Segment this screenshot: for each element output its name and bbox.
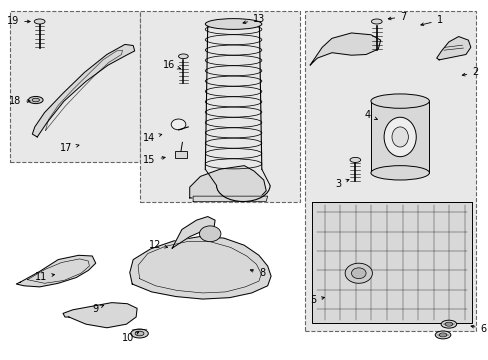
Ellipse shape [178,54,188,59]
Ellipse shape [32,98,40,102]
Text: 1: 1 [420,15,442,26]
Polygon shape [129,237,270,299]
Polygon shape [16,255,96,287]
Text: 12: 12 [149,239,167,249]
Circle shape [351,268,366,279]
Ellipse shape [391,127,407,147]
Polygon shape [189,166,265,199]
Text: 17: 17 [61,143,79,153]
Text: 10: 10 [122,332,139,343]
Bar [305,12,475,330]
Polygon shape [32,44,134,137]
Bar [139,12,300,202]
Circle shape [171,119,185,130]
Ellipse shape [370,166,428,180]
Polygon shape [193,196,267,202]
Ellipse shape [205,19,261,30]
Ellipse shape [438,333,446,337]
Circle shape [199,226,221,242]
Text: 5: 5 [309,295,324,305]
Polygon shape [309,33,380,65]
Polygon shape [172,217,215,248]
Ellipse shape [28,96,43,104]
Ellipse shape [371,19,381,24]
Ellipse shape [383,117,415,157]
Text: 13: 13 [243,14,265,24]
Bar [312,202,471,323]
Bar [370,101,428,173]
Text: 14: 14 [143,133,162,143]
Polygon shape [63,303,137,328]
Text: 9: 9 [92,304,103,314]
Ellipse shape [34,19,45,24]
Circle shape [345,263,372,283]
Ellipse shape [440,320,456,328]
Text: 16: 16 [163,60,180,70]
Ellipse shape [370,94,428,108]
Text: 4: 4 [364,111,377,121]
Text: 2: 2 [461,67,478,77]
Text: 11: 11 [35,272,54,282]
Text: 15: 15 [143,155,165,165]
Text: 8: 8 [250,268,264,278]
Text: 3: 3 [335,179,348,189]
Bar [10,12,139,162]
Ellipse shape [434,331,450,339]
Ellipse shape [349,157,360,162]
Bar [175,151,187,158]
Polygon shape [436,37,470,60]
Text: 19: 19 [7,17,30,27]
Ellipse shape [444,322,452,326]
Text: 7: 7 [387,12,406,22]
Text: 18: 18 [9,96,30,106]
Ellipse shape [130,329,148,338]
Text: 6: 6 [470,324,486,334]
Ellipse shape [135,331,143,336]
